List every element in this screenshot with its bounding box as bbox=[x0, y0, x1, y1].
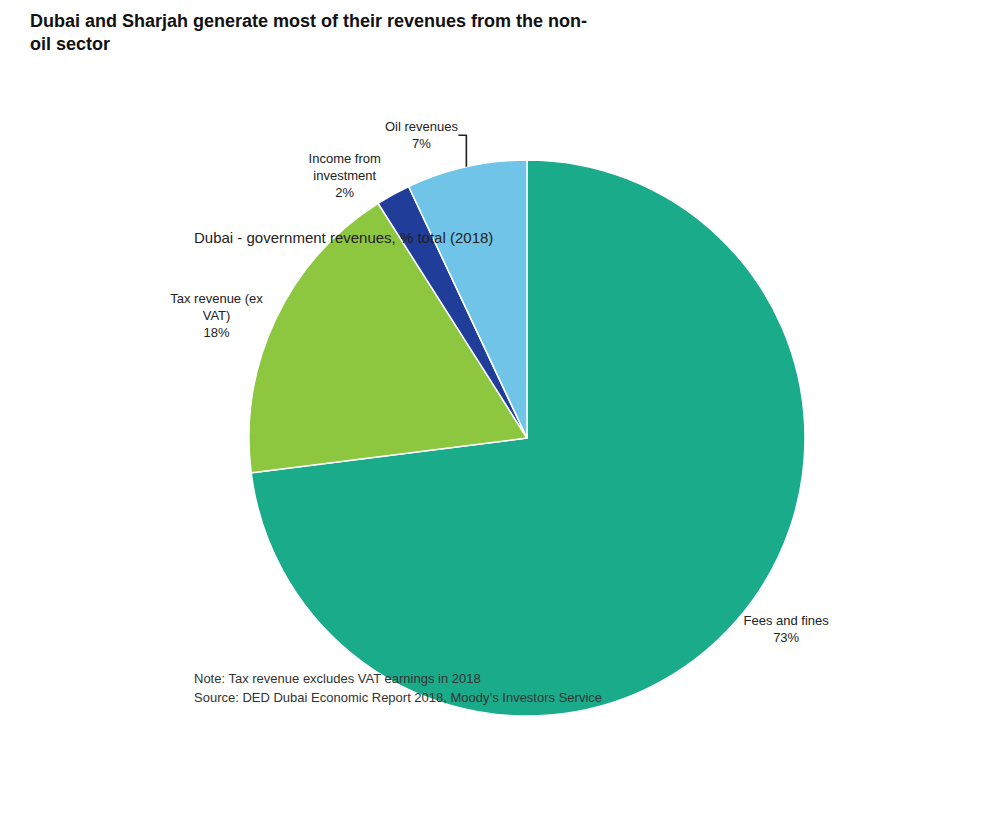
svg-text:Tax revenue (exVAT)18%: Tax revenue (exVAT)18% bbox=[170, 291, 263, 340]
svg-text:Dubai - government revenues, %: Dubai - government revenues, % total (20… bbox=[194, 229, 493, 246]
svg-text:Source: DED Dubai Economic Rep: Source: DED Dubai Economic Report 2018, … bbox=[194, 690, 602, 705]
svg-text:Dubai and Sharjah generate mos: Dubai and Sharjah generate most of their… bbox=[30, 11, 587, 54]
svg-text:Fees and fines73%: Fees and fines73% bbox=[744, 613, 830, 645]
svg-text:Note: Tax revenue excludes VAT: Note: Tax revenue excludes VAT earnings … bbox=[194, 671, 481, 686]
svg-text:Income frominvestment2%: Income frominvestment2% bbox=[309, 151, 381, 200]
svg-text:Oil revenues7%: Oil revenues7% bbox=[385, 119, 458, 151]
